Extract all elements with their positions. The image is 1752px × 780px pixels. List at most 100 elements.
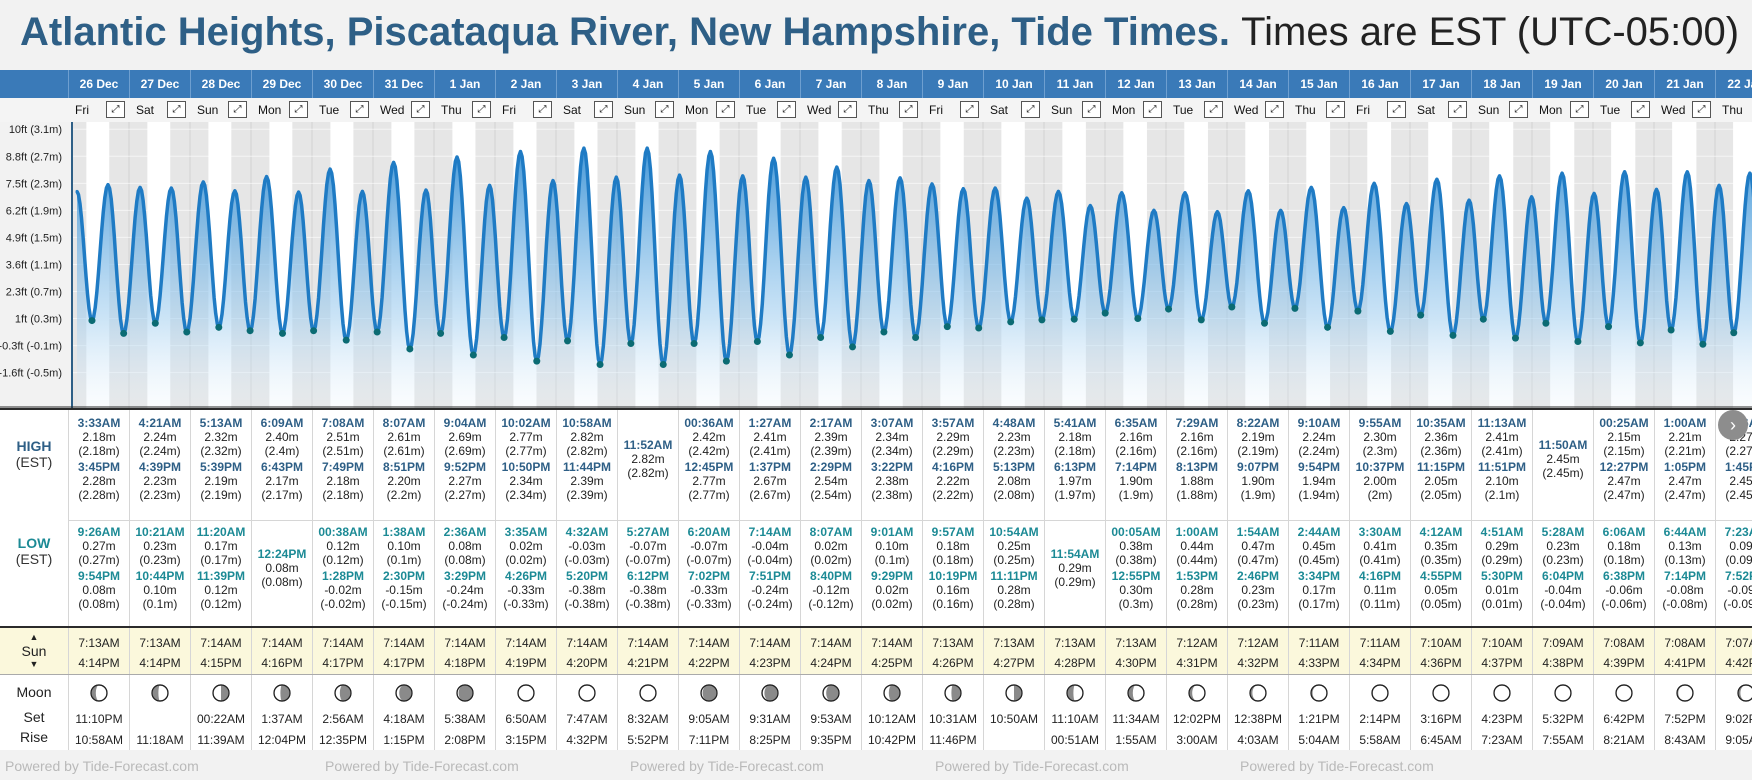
day-column: 10:02AM 2.77m (2.77m) 10:50PM 2.34m (2.34m) 3:… (495, 410, 556, 628)
low-tide-height-rounded: (0.16m) (932, 597, 974, 611)
high-tide-entry: 9:52PM 2.27m (2.27m) (435, 460, 495, 502)
expand-icon[interactable]: ⤢ (1143, 101, 1162, 118)
expand-icon[interactable]: ⤢ (533, 101, 552, 118)
low-tide-time: 1:00AM (1175, 525, 1219, 539)
high-tide-point (930, 182, 934, 186)
expand-icon[interactable]: ⤢ (1326, 101, 1345, 118)
expand-icon[interactable]: ⤢ (1387, 101, 1406, 118)
moon-cell: 10:31AM 11:46PM (922, 675, 983, 751)
moon-phase-icon (1737, 684, 1752, 702)
chevron-right-icon[interactable]: › (1718, 410, 1748, 440)
low-tide-cell: 6:06AM 0.18m (0.18m) 6:38PM -0.06m (-0.06m) (1594, 520, 1654, 629)
low-tide-time: 11:39PM (196, 569, 246, 583)
sunrise-time: 7:12AM (1237, 636, 1279, 650)
high-tide-entry: 9:04AM 2.69m (2.69m) (435, 416, 495, 458)
expand-icon[interactable]: ⤢ (960, 101, 979, 118)
expand-icon[interactable]: ⤢ (472, 101, 491, 118)
expand-icon[interactable]: ⤢ (1448, 101, 1467, 118)
low-tide-point (1101, 309, 1109, 317)
expand-icon[interactable]: ⤢ (777, 101, 796, 118)
expand-icon[interactable]: ⤢ (1509, 101, 1528, 118)
high-tide-entry: 7:29AM 2.16m (2.16m) (1167, 416, 1227, 458)
date-cell: 7 Jan (800, 70, 861, 98)
date-cell: 13 Jan (1166, 70, 1227, 98)
high-tide-time: 2:17AM (809, 416, 853, 430)
high-tide-entry: 3:22PM 2.38m (2.38m) (862, 460, 922, 502)
tide-points (75, 146, 1752, 369)
moonset-time: 10:50AM (989, 712, 1039, 726)
low-tide-point (1699, 340, 1707, 348)
y-tick-label: 3.6ft (1.1m) (6, 259, 62, 271)
expand-icon[interactable]: ⤢ (289, 101, 308, 118)
date-cell: 12 Jan (1105, 70, 1166, 98)
low-tide-height: 0.41m (1363, 539, 1397, 553)
expand-icon[interactable]: ⤢ (106, 101, 125, 118)
expand-icon[interactable]: ⤢ (716, 101, 735, 118)
expand-icon[interactable]: ⤢ (838, 101, 857, 118)
low-tide-point (1730, 329, 1738, 337)
expand-icon[interactable]: ⤢ (1265, 101, 1284, 118)
date-cell: 15 Jan (1288, 70, 1349, 98)
footer-credit: Powered by Tide-Forecast.com (935, 758, 1129, 774)
low-tide-time: 12:24PM (257, 547, 307, 561)
expand-icon[interactable]: ⤢ (411, 101, 430, 118)
day-column: 6:35AM 2.16m (2.16m) 7:14PM 1.90m (1.9m) 00:05… (1105, 410, 1166, 628)
high-tide-entry: 2:17AM 2.39m (2.39m) (801, 416, 861, 458)
low-tide-height-rounded: (0.02m) (810, 553, 852, 567)
moonset-time: 9:05AM (688, 712, 730, 726)
high-tide-height-rounded: (2.22m) (932, 488, 974, 502)
high-tide-height-rounded: (2.24m) (1298, 444, 1340, 458)
sunset-time: 4:37PM (1481, 656, 1523, 670)
expand-icon[interactable]: ⤢ (1204, 101, 1223, 118)
weekday-label: Fri (502, 103, 516, 117)
high-tide-cell: 10:35AM 2.36m (2.36m) 11:15PM 2.05m (2.05m) (1411, 410, 1471, 520)
sunrise-time: 7:08AM (1664, 636, 1706, 650)
high-tide-point (519, 150, 523, 154)
expand-icon[interactable]: ⤢ (594, 101, 613, 118)
day-column: 4:48AM 2.23m (2.23m) 5:13PM 2.08m (2.08m) 10:5… (983, 410, 1044, 628)
expand-icon[interactable]: ⤢ (1631, 101, 1650, 118)
high-tide-height: 2.23m (997, 430, 1031, 444)
sun-cell: 7:14AM 4:18PM (434, 628, 495, 676)
expand-icon[interactable]: ⤢ (1570, 101, 1589, 118)
high-tide-cell: 9:04AM 2.69m (2.69m) 9:52PM 2.27m (2.27m) (435, 410, 495, 520)
low-tide-height: -0.12m (812, 583, 850, 597)
high-tide-height-rounded: (2.54m) (810, 488, 852, 502)
moonrise-time: 5:04AM (1298, 733, 1340, 747)
high-timezone: (EST) (15, 454, 53, 470)
low-tide-height-rounded: (0.47m) (1237, 553, 1279, 567)
moon-cell: 2:14PM 5:58AM (1349, 675, 1410, 751)
low-tide-time: 9:29PM (870, 569, 914, 583)
expand-icon[interactable]: ⤢ (655, 101, 674, 118)
sun-cell: 7:14AM 4:23PM (739, 628, 800, 676)
sunset-time: 4:41PM (1664, 656, 1706, 670)
date-cell: 28 Dec (190, 70, 251, 98)
low-tide-point (596, 361, 604, 369)
expand-icon[interactable]: ⤢ (1082, 101, 1101, 118)
high-tide-height: 2.17m (265, 474, 299, 488)
high-tide-entry: 4:48AM 2.23m (2.23m) (984, 416, 1044, 458)
weekday-label: Sat (990, 103, 1009, 117)
high-tide-time: 11:13AM (1477, 416, 1527, 430)
expand-icon[interactable]: ⤢ (1021, 101, 1040, 118)
low-tide-height-rounded: (0.29m) (1481, 553, 1523, 567)
low-tide-entry: 6:20AM -0.07m (-0.07m) (679, 525, 739, 567)
expand-icon[interactable]: ⤢ (167, 101, 186, 118)
expand-icon[interactable]: ⤢ (1692, 101, 1711, 118)
low-tide-height-rounded: (0.28m) (1176, 597, 1218, 611)
expand-icon[interactable]: ⤢ (350, 101, 369, 118)
low-tide-point (1228, 303, 1236, 311)
day-column: 10:58AM 2.82m (2.82m) 11:44PM 2.39m (2.39m) 4:… (556, 410, 617, 628)
high-tide-height-rounded: (2.47m) (1603, 488, 1645, 502)
expand-icon[interactable]: ⤢ (228, 101, 247, 118)
date-cell: 2 Jan (495, 70, 556, 98)
low-tide-point (849, 343, 857, 351)
moonset-time: 4:18AM (383, 712, 425, 726)
moonrise-time: 6:45AM (1420, 733, 1462, 747)
high-tide-entry: 7:08AM 2.51m (2.51m) (313, 416, 373, 458)
expand-icon[interactable]: ⤢ (899, 101, 918, 118)
high-tide-entry: 10:35AM 2.36m (2.36m) (1411, 416, 1471, 458)
high-tide-time: 12:45PM (684, 460, 734, 474)
high-tide-height: 2.77m (692, 474, 726, 488)
high-tide-point (297, 190, 301, 194)
